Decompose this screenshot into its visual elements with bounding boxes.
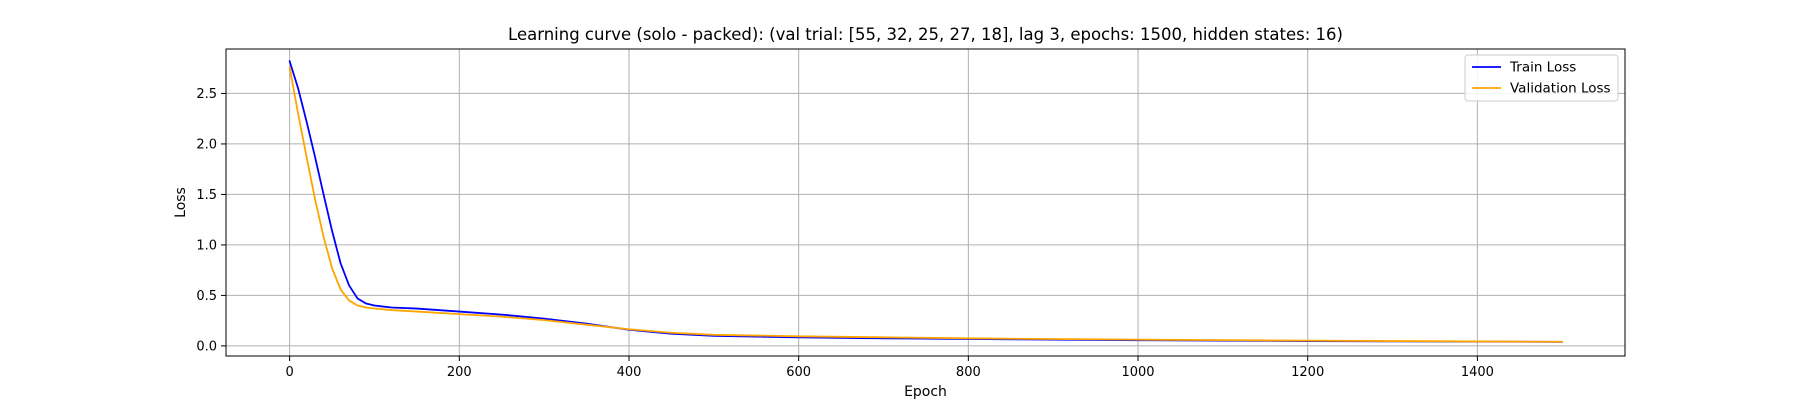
x-tick-label-1: 200 [447, 365, 472, 380]
legend-box [1464, 54, 1619, 102]
x-tick-label-3: 600 [786, 365, 811, 380]
plot-frame [225, 48, 1626, 357]
x-tick-label-5: 1000 [1121, 365, 1154, 380]
y-axis-label: Loss [173, 187, 189, 218]
y-tick-label-0: 0.0 [196, 339, 217, 354]
y-tick-label-5: 2.5 [196, 87, 217, 102]
x-tick-label-2: 400 [617, 365, 642, 380]
series-layer [288, 60, 1564, 343]
x-axis-label: Epoch [904, 384, 947, 400]
tick-layer: 0 200 400 600 800 1000 1200 1400 0.0 0.5 1.0 1.5 2.0… [196, 87, 1494, 380]
y-tick-label-1: 0.5 [196, 289, 217, 304]
legend: Train Loss Validation Loss [1464, 54, 1619, 102]
x-tick-label-7: 1400 [1461, 365, 1494, 380]
y-tick-label-2: 1.0 [196, 238, 217, 253]
y-tick-label-4: 2.0 [196, 137, 217, 152]
x-tick-label-6: 1200 [1291, 365, 1324, 380]
y-tick-label-3: 1.5 [196, 188, 217, 203]
x-tick-label-0: 0 [285, 365, 293, 380]
x-tick-label-4: 800 [956, 365, 981, 380]
legend-label-train-loss: Train Loss [1509, 60, 1576, 76]
chart-title: Learning curve (solo - packed): (val tri… [508, 25, 1343, 44]
legend-label-validation-loss: Validation Loss [1510, 81, 1611, 97]
series-line-validation-loss [288, 66, 1564, 343]
